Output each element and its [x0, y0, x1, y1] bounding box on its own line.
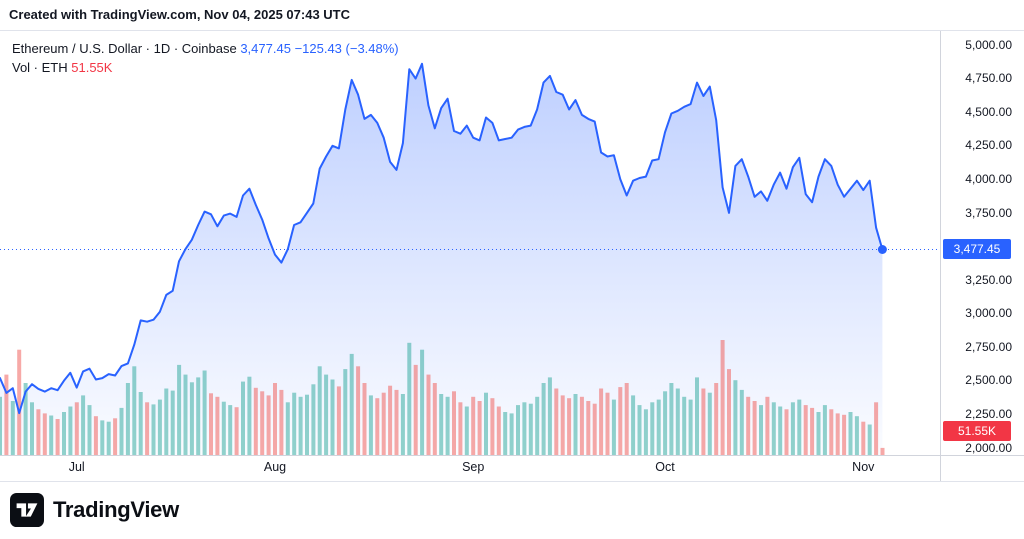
time-axis-label-jul: Jul — [68, 459, 85, 474]
axis-corner — [940, 455, 1024, 481]
volume-badge: 51.55K — [943, 420, 1011, 441]
area-series — [0, 63, 883, 455]
price-axis-label: 2,750.00 — [965, 339, 1012, 354]
time-axis-label-aug: Aug — [263, 459, 287, 474]
legend-volume-value: 51.55K — [71, 59, 113, 75]
legend-symbol-line: Ethereum / U.S. Dollar · 1D · Coinbase 3… — [12, 39, 399, 58]
price-axis-label: 4,750.00 — [965, 71, 1012, 86]
price-axis-label: 3,250.00 — [965, 272, 1012, 287]
price-chart-canvas[interactable] — [0, 31, 940, 455]
tradingview-logo-icon[interactable] — [10, 493, 44, 528]
symbol-title: Ethereum / U.S. Dollar · 1D · Coinbase — [12, 40, 237, 56]
time-axis-label-sep: Sep — [462, 459, 485, 474]
time-axis-label-oct: Oct — [655, 459, 675, 474]
footer: TradingView — [0, 482, 1024, 539]
last-price-dot — [877, 244, 887, 254]
price-axis[interactable]: 3,477.45 51.55K 5,000.00 4,750.00 4,500.00… — [940, 30, 1024, 455]
volume-series — [0, 339, 885, 455]
chart-legend: Ethereum / U.S. Dollar · 1D · Coinbase 3… — [12, 39, 399, 77]
price-axis-label: 4,250.00 — [965, 138, 1012, 153]
legend-last-price: 3,477.45 — [240, 40, 291, 56]
chart-widget: Ethereum / U.S. Dollar · 1D · Coinbase 3… — [0, 29, 1024, 482]
current-price-badge: 3,477.45 — [943, 239, 1011, 260]
attribution-text: Created with TradingView.com, Nov 04, 20… — [9, 7, 351, 23]
brand-name[interactable]: TradingView — [53, 497, 179, 523]
price-axis-label: 2,000.00 — [965, 440, 1012, 455]
chart-plot-area[interactable]: Ethereum / U.S. Dollar · 1D · Coinbase 3… — [0, 31, 940, 455]
time-axis-label-nov: Nov — [852, 459, 875, 474]
price-axis-label: 3,750.00 — [965, 205, 1012, 220]
price-axis-label: 2,250.00 — [965, 407, 1012, 422]
legend-volume-line: Vol · ETH 51.55K — [12, 58, 399, 77]
volume-label: Vol · ETH — [12, 59, 68, 75]
price-axis-label: 5,000.00 — [965, 37, 1012, 52]
legend-change: −125.43 (−3.48%) — [294, 40, 399, 56]
price-axis-label: 2,500.00 — [965, 373, 1012, 388]
price-axis-label: 4,500.00 — [965, 104, 1012, 119]
price-axis-label: 4,000.00 — [965, 171, 1012, 186]
price-axis-label: 3,000.00 — [965, 306, 1012, 321]
line-series — [0, 62, 884, 414]
time-axis-row: Jul Aug Sep Oct Nov — [0, 454, 1024, 481]
time-axis[interactable]: Jul Aug Sep Oct Nov — [0, 456, 940, 480]
